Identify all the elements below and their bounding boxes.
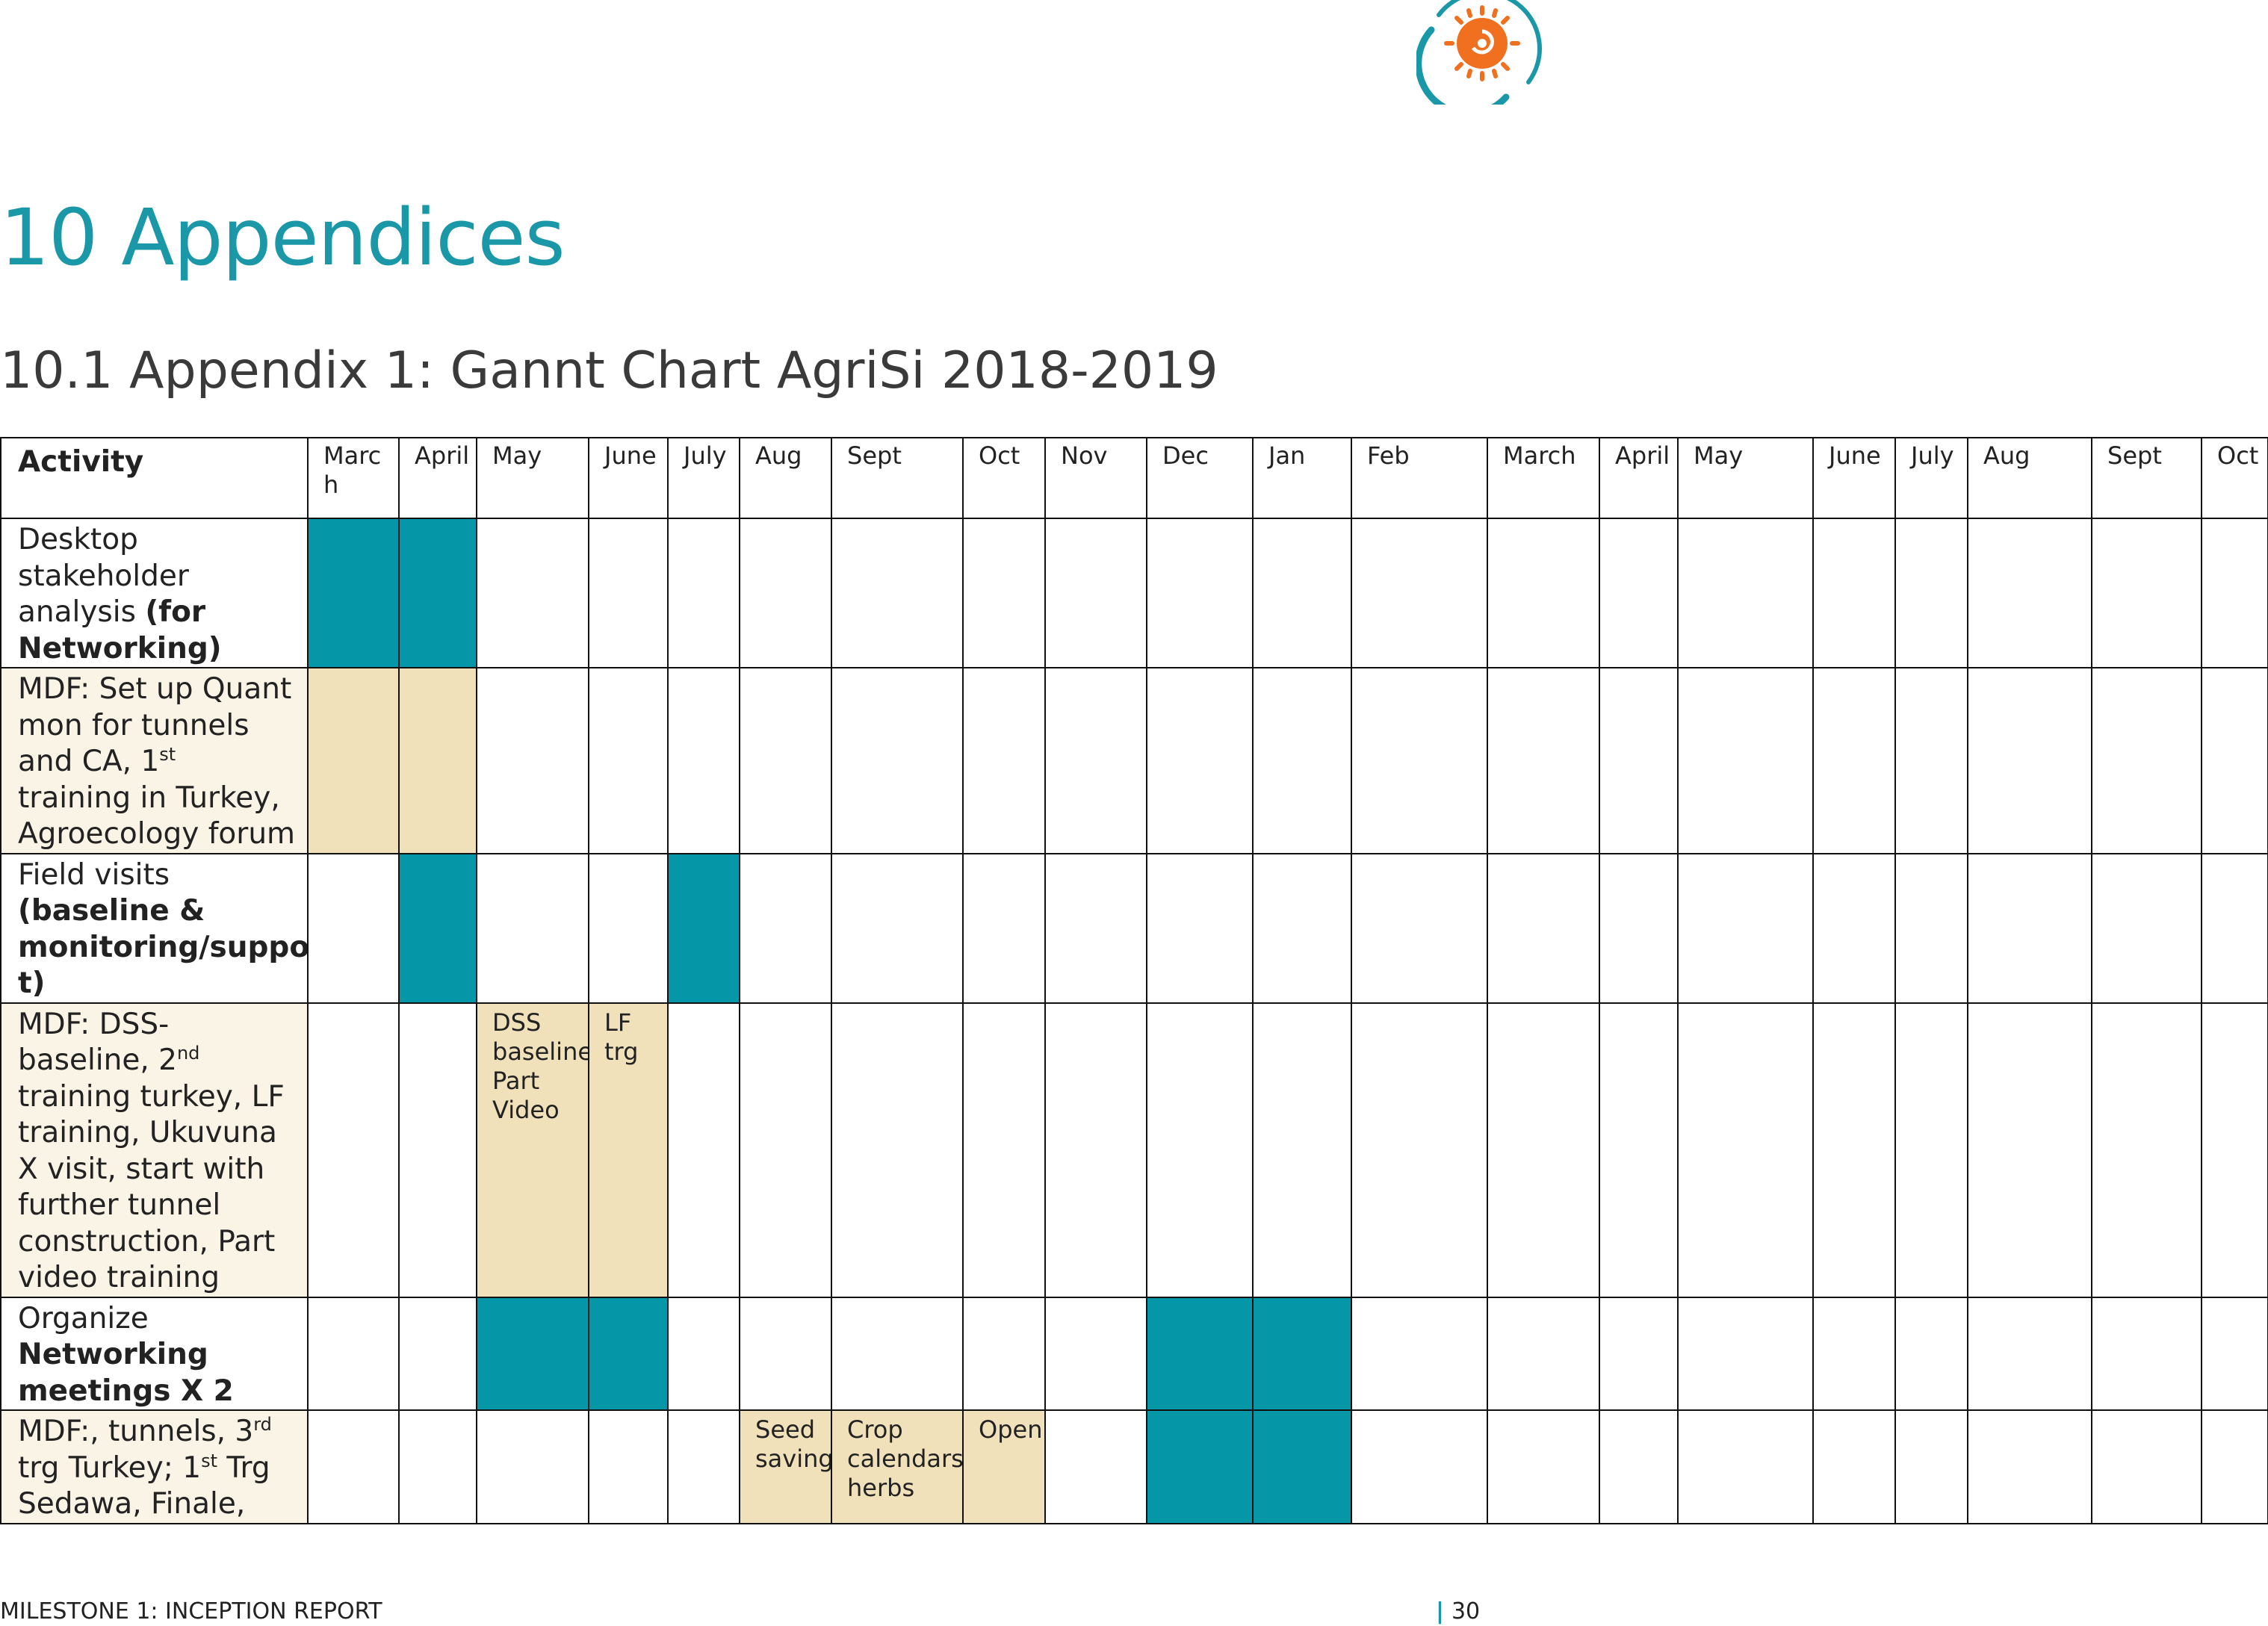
gantt-bar: DSS baseline Part Video [476,1002,589,1298]
table-row: MDF: Set up Quant mon for tunnels and CA… [0,667,2268,854]
gantt-bar [1146,1409,1254,1524]
activity-cell: MDF: Set up Quant mon for tunnels and CA… [0,667,309,854]
month-header: Oct [2201,437,2268,519]
activity-cell: MDF: DSS-baseline, 2nd training turkey, … [0,1002,309,1298]
gantt-bar [1146,1296,1254,1411]
month-header: April [398,437,477,519]
month-header: May [1677,437,1814,519]
footer-report-title: MILESTONE 1: INCEPTION REPORT [0,1598,382,1625]
footer-page-number: | 30 [1436,1598,1481,1625]
header-activity: Activity [0,437,309,519]
table-row: Field visits (baseline & monitoring/supp… [0,852,2268,1004]
month-header: Oct [962,437,1046,519]
table-row: MDF: DSS-baseline, 2nd training turkey, … [0,1002,2268,1298]
table-row: Desktop stakeholder analysis (for Networ… [0,518,2268,668]
month-header: April [1599,437,1679,519]
activity-cell: Field visits (baseline & monitoring/supp… [0,852,309,1004]
gantt-bar [1252,1409,1352,1524]
table-row: Organize Networking meetings X 2 [0,1296,2268,1411]
month-header: Nov [1044,437,1147,519]
month-header: July [667,437,740,519]
gantt-note: Open [979,1415,1043,1444]
section-title: 10.1 Appendix 1: Gannt Chart AgriSi 2018… [0,341,1218,400]
month-header: Jan [1252,437,1352,519]
month-header: Aug [1967,437,2092,519]
month-header: Feb [1351,437,1488,519]
month-header: Sept [2091,437,2202,519]
gantt-table: Activity March April May June July Aug S… [0,437,2268,1524]
month-header: Dec [1146,437,1254,519]
activity-cell: MDF:, tunnels, 3rd trg Turkey; 1st Trg S… [0,1409,309,1524]
header-row: Activity March April May June July Aug S… [0,437,2268,519]
gantt-note: LF trg [604,1008,639,1066]
gantt-bar [307,667,400,854]
gantt-bar [307,518,400,668]
gantt-bar [667,852,740,1004]
gantt-bar [476,1296,589,1411]
gantt-note: Crop calendars, herbs [847,1415,963,1502]
month-header: June [1812,437,1896,519]
gantt-bar [1252,1296,1352,1411]
month-header: July [1894,437,1968,519]
table-row: MDF:, tunnels, 3rd trg Turkey; 1st Trg S… [0,1409,2268,1524]
gantt-bar: Crop calendars, herbs [831,1409,964,1524]
sun-logo-icon [1416,0,1542,105]
gantt-bar [398,667,477,854]
gantt-note: Seed saving [755,1415,831,1473]
activity-cell: Organize Networking meetings X 2 [0,1296,309,1411]
gantt-note: DSS baseline Part Video [492,1008,589,1124]
month-header: Sept [831,437,964,519]
page-title: 10 Appendices [0,192,566,283]
gantt-bar: Seed saving [739,1409,832,1524]
gantt-bar: Open [962,1409,1046,1524]
month-header: May [476,437,589,519]
month-header: March [307,437,400,519]
month-header: Aug [739,437,832,519]
gantt-bar [398,852,477,1004]
gantt-bar: LF trg [588,1002,669,1298]
month-header: March [1487,437,1600,519]
activity-cell: Desktop stakeholder analysis (for Networ… [0,518,309,668]
gantt-bar [588,1296,669,1411]
month-header: June [588,437,669,519]
gantt-bar [398,518,477,668]
